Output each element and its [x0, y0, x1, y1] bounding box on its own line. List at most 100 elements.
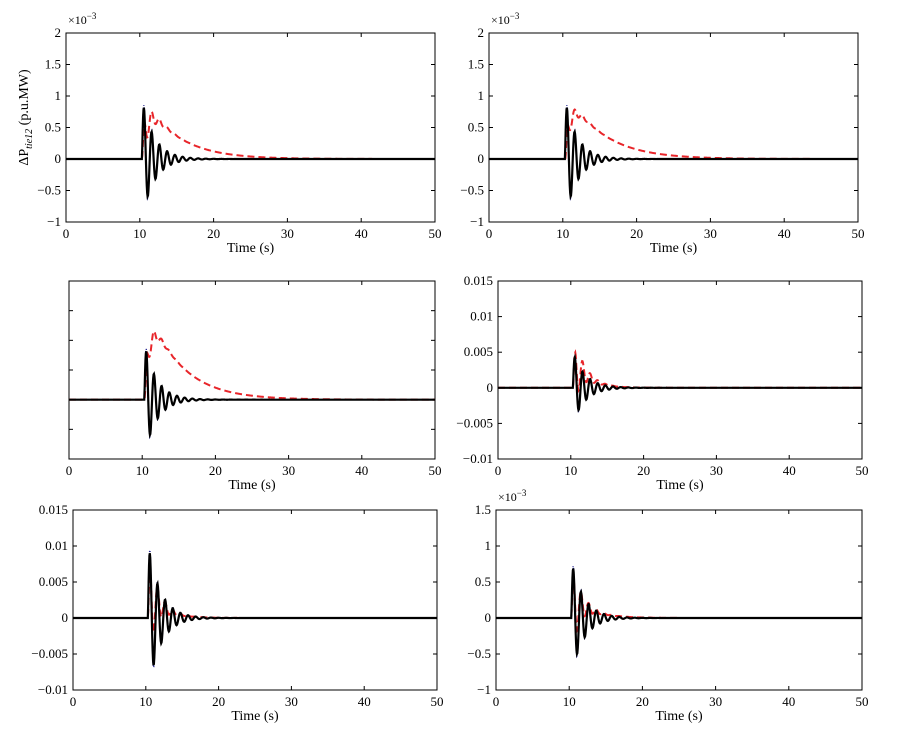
x-axis-label: Time (s): [656, 478, 704, 493]
subplot-6: 0 10 20 30 40 50 −1 −0.5 0 0.5 1 1.5 Time (s) ×10−3: [467, 488, 868, 724]
x-tick-label: 30: [285, 694, 298, 709]
axes-frame: [497, 280, 863, 460]
x-tick-label: 40: [782, 694, 795, 709]
x-axis-label: Time (s): [655, 709, 703, 724]
x-tick-label: 20: [637, 463, 650, 478]
series-line-dotted: [498, 355, 862, 413]
x-axis-label: Time (s): [227, 241, 275, 256]
y-tick-label: 1: [485, 538, 492, 553]
series-line-solid: [69, 351, 435, 439]
x-tick-label: 10: [136, 463, 149, 478]
series-line-dotted: [73, 549, 437, 668]
series-line-solid: [489, 107, 858, 201]
x-tick-label: 40: [355, 463, 368, 478]
series-line-dashed: [73, 568, 437, 637]
axes-frame: [488, 32, 859, 223]
subplot-3: 0 10 20 30 40 50 Time (s): [66, 280, 442, 493]
x-tick-label: 50: [852, 226, 865, 241]
series-group: [66, 104, 435, 201]
axes-frame: [68, 280, 436, 460]
series-line-dotted: [69, 348, 435, 440]
y-tick-label: −0.01: [38, 682, 68, 697]
x-tick-label: 0: [66, 463, 73, 478]
series-line-solid: [498, 353, 862, 413]
subplot-4: 0 10 20 30 40 50 −0.01 −0.005 0 0.005 0.01 0.015 Tim…: [456, 273, 868, 493]
series-line-dotted: [66, 104, 435, 201]
x-tick-label: 30: [281, 226, 294, 241]
y-tick-label: 1: [55, 88, 62, 103]
x-tick-label: 40: [783, 463, 796, 478]
y-tick-label: 1: [478, 88, 485, 103]
x-tick-label: 0: [486, 226, 493, 241]
exponent-label: ×10−3: [491, 11, 520, 27]
x-tick-label: 10: [556, 226, 569, 241]
series-line-dashed: [69, 329, 435, 401]
y-tick-label: 0: [62, 610, 69, 625]
axes-frame: [495, 509, 863, 691]
axes-frame: [72, 509, 438, 691]
y-tick-label: −0.5: [37, 183, 61, 198]
x-tick-label: 20: [212, 694, 225, 709]
y-tick-label: −0.5: [460, 183, 484, 198]
x-tick-label: 10: [563, 694, 576, 709]
series-line-solid: [66, 107, 435, 201]
y-tick-label: 2: [55, 25, 62, 40]
x-tick-label: 20: [209, 463, 222, 478]
x-tick-label: 10: [133, 226, 146, 241]
x-tick-label: 0: [495, 463, 502, 478]
x-tick-label: 30: [710, 463, 723, 478]
x-tick-label: 0: [70, 694, 77, 709]
x-tick-label: 50: [856, 463, 869, 478]
exponent-label: ×10−3: [498, 488, 527, 504]
y-tick-label: −0.005: [31, 646, 68, 661]
y-tick-label: 0: [485, 610, 492, 625]
y-tick-label: 0: [55, 151, 62, 166]
x-axis-label: Time (s): [228, 478, 276, 493]
series-group: [489, 104, 858, 201]
y-tick-label: 2: [478, 25, 485, 40]
x-tick-label: 50: [856, 694, 869, 709]
x-tick-label: 20: [636, 694, 649, 709]
y-tick-label: 0.005: [464, 344, 493, 359]
x-tick-label: 50: [429, 226, 442, 241]
series-line-solid: [73, 553, 437, 666]
x-tick-label: 50: [429, 463, 442, 478]
series-line-dashed: [496, 574, 862, 634]
y-tick-label: 0.01: [45, 538, 68, 553]
y-tick-label: −1: [470, 214, 484, 229]
series-line-dashed: [66, 110, 435, 160]
series-group: [69, 329, 435, 440]
x-tick-label: 50: [431, 694, 444, 709]
series-line-dotted: [489, 104, 858, 201]
x-tick-label: 10: [139, 694, 152, 709]
axes-frame: [65, 32, 436, 223]
series-line-dashed: [489, 108, 858, 162]
y-tick-label: 0.5: [45, 120, 61, 135]
exponent-label: ×10−3: [68, 11, 97, 27]
series-line-dotted: [496, 566, 862, 659]
y-tick-label: 0.01: [470, 309, 493, 324]
y-tick-label: 0: [478, 151, 485, 166]
x-tick-label: 0: [63, 226, 70, 241]
y-axis-label: ΔPtie12 (p.u.MW): [17, 69, 35, 166]
y-tick-label: 1.5: [45, 57, 61, 72]
x-tick-label: 0: [493, 694, 500, 709]
y-tick-label: 1.5: [475, 502, 491, 517]
y-tick-label: −0.01: [463, 451, 493, 466]
x-tick-label: 30: [704, 226, 717, 241]
y-tick-label: 0.5: [468, 120, 484, 135]
y-tick-label: 1.5: [468, 57, 484, 72]
x-tick-label: 30: [709, 694, 722, 709]
x-tick-label: 10: [564, 463, 577, 478]
x-axis-label: Time (s): [231, 709, 279, 724]
subplot-5: 0 10 20 30 40 50 −0.01 −0.005 0 0.005 0.01 0.015 Tim…: [31, 502, 443, 724]
y-tick-label: 0.015: [39, 502, 68, 517]
y-tick-label: −1: [47, 214, 61, 229]
y-tick-label: 0: [487, 380, 494, 395]
subplot-1: 0 10 20 30 40 50 −1 −0.5 0 0.5 1 1.5 2 Time (s) ×10−3 Δ…: [17, 11, 442, 256]
y-tick-label: −0.005: [456, 415, 493, 430]
x-tick-label: 40: [358, 694, 371, 709]
y-tick-label: 0.015: [464, 273, 493, 288]
x-tick-label: 40: [355, 226, 368, 241]
x-tick-label: 30: [282, 463, 295, 478]
